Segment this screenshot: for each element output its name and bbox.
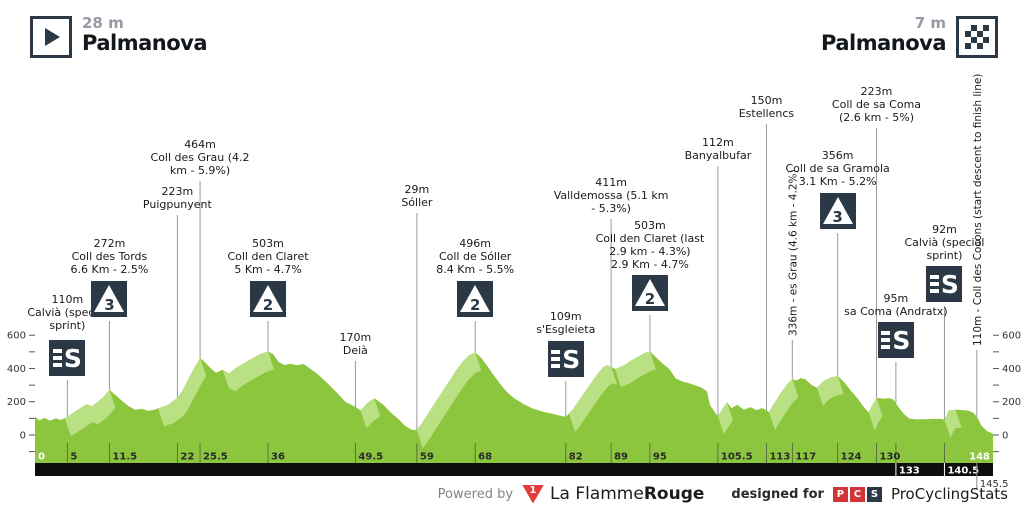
finish-elevation: 7 m — [914, 14, 946, 32]
climb-highlight — [158, 357, 207, 427]
category-2-badge: 2 — [250, 281, 287, 317]
climb-highlight — [816, 375, 844, 406]
x-tick-label: 117 — [795, 452, 816, 463]
climb-label: 92m Calvià (special sprint) — [904, 223, 985, 262]
climb-label: 411m Valldemossa (5.1 km - 5.3%) — [553, 176, 669, 215]
x-tick-label: 68 — [478, 452, 492, 463]
sprint-badge: S — [926, 266, 963, 302]
lfr-triangle-icon: 1 — [522, 484, 545, 504]
km-bar-label: 133 — [899, 466, 920, 477]
x-tick-label: 124 — [841, 452, 862, 463]
climb-label: 503m Coll den Claret 5 Km - 4.7% — [227, 237, 309, 276]
category-3-badge: 3 — [819, 193, 856, 229]
sprint-bars-icon — [929, 275, 939, 293]
x-tick-label: 82 — [569, 452, 583, 463]
x-tick-label: 95 — [653, 452, 667, 463]
mountain-triangle-icon — [460, 285, 491, 312]
km-below-label: 145.5 — [980, 479, 1009, 490]
y-tick-label-left: 0 — [20, 431, 26, 442]
climb-label: 109m s'Esgleieta — [536, 310, 596, 336]
y-tick-label-left: 400 — [7, 364, 26, 375]
climb-highlight — [64, 389, 116, 436]
x-tick-label: 59 — [420, 452, 434, 463]
climb-highlight — [717, 402, 733, 435]
stage-start-header: 28 m Palmanova — [30, 14, 208, 58]
y-tick-label-right: 400 — [1002, 364, 1021, 375]
x-tick-label: 11.5 — [112, 452, 137, 463]
mountain-triangle-icon — [253, 285, 284, 312]
climb-highlight — [569, 365, 618, 432]
climb-highlight — [360, 398, 381, 429]
start-town: Palmanova — [82, 30, 208, 55]
y-tick-label-left: 600 — [7, 331, 26, 342]
start-play-icon — [30, 16, 72, 58]
mountain-triangle-icon — [822, 197, 853, 224]
sprint-bars-icon — [881, 331, 891, 349]
sprint-badge: S — [49, 340, 86, 376]
climb-label: 464m Coll des Grau (4.2 km - 5.9%) — [150, 138, 250, 177]
climb-highlight — [769, 379, 799, 431]
climb-highlight — [944, 409, 962, 438]
x-tick-label: 105.5 — [721, 452, 753, 463]
category-2-badge: 2 — [457, 281, 494, 317]
climb-label: 95m sa Coma (Andratx) — [844, 292, 948, 318]
finish-flag-icon — [956, 16, 998, 58]
climb-label: 112m Banyalbufar — [684, 136, 752, 162]
pcs-letter-c: C — [849, 486, 865, 502]
x-tick-label: 89 — [614, 452, 628, 463]
km-bar-label: 140.5 — [947, 466, 979, 477]
climb-label: 223m Coll de sa Coma (2.6 km - 5%) — [831, 85, 922, 124]
mountain-triangle-icon — [634, 279, 665, 306]
procyclingstats-label: ProCyclingStats — [890, 485, 1008, 503]
category-3-badge: 3 — [91, 281, 128, 317]
stage-finish-header: 7 m Palmanova — [821, 14, 998, 58]
x-tick-label: 49.5 — [358, 452, 383, 463]
pcs-letter-p: P — [832, 486, 848, 502]
elevation-area — [35, 351, 993, 463]
climb-label: 223m Puigpunyent — [142, 185, 212, 211]
y-tick-label-right: 200 — [1002, 397, 1021, 408]
x-tick-label: 36 — [271, 452, 285, 463]
mountain-triangle-icon — [94, 285, 125, 312]
sprint-bars-icon — [52, 349, 62, 367]
climb-label: 496m Coll de Sóller 8.4 Km - 5.5% — [436, 237, 515, 276]
x-tick-label: 25.5 — [203, 452, 228, 463]
x-tick-label: 113 — [769, 452, 790, 463]
powered-by-label: Powered by — [437, 486, 514, 502]
y-tick-label-right: 600 — [1002, 331, 1021, 342]
y-tick-label-left: 200 — [7, 397, 26, 408]
x-tick-label: 0 — [38, 452, 45, 463]
climb-highlight — [222, 351, 274, 392]
start-elevation: 28 m — [82, 14, 124, 32]
designed-for-label: designed for — [731, 486, 824, 502]
climb-highlight — [868, 397, 883, 431]
climb-label: 150m Estellencs — [738, 94, 795, 120]
x-tick-label: 130 — [879, 452, 900, 463]
x-tick-label: 22 — [180, 452, 194, 463]
climb-highlight — [615, 351, 656, 387]
climb-label-vertical: 336m - es Grau (4.6 km - 4.2%) — [787, 169, 799, 336]
sprint-badge: S — [547, 341, 584, 377]
pcs-letter-s: S — [866, 486, 882, 502]
branding-footer: Powered by 1 La FlammeRouge designed for… — [438, 484, 1008, 504]
km-bar — [35, 463, 993, 476]
climb-highlight — [416, 352, 482, 449]
climb-label: 356m Coll de sa Gramola 3.1 Km - 5.2% — [785, 149, 890, 188]
la-flamme-rouge-logo: 1 La FlammeRouge — [522, 484, 704, 504]
climb-label: 503m Coll den Claret (last 2.9 km - 4.3%… — [595, 219, 705, 271]
y-tick-label-right: 0 — [1002, 431, 1008, 442]
x-tick-label: 5 — [70, 452, 77, 463]
climb-label: 170m Deià — [339, 331, 372, 357]
climb-label: 272m Coll des Tords 6.6 Km - 2.5% — [70, 237, 149, 276]
category-2-badge: 2 — [631, 275, 668, 311]
x-tick-label: 148 — [969, 452, 990, 463]
sprint-bars-icon — [551, 350, 561, 368]
climb-label: 29m Sóller — [401, 183, 433, 209]
finish-town: Palmanova — [821, 30, 947, 55]
sprint-badge: S — [877, 322, 914, 358]
climb-label-vertical: 110m - Coll des Cocons (start descent to… — [972, 74, 984, 346]
